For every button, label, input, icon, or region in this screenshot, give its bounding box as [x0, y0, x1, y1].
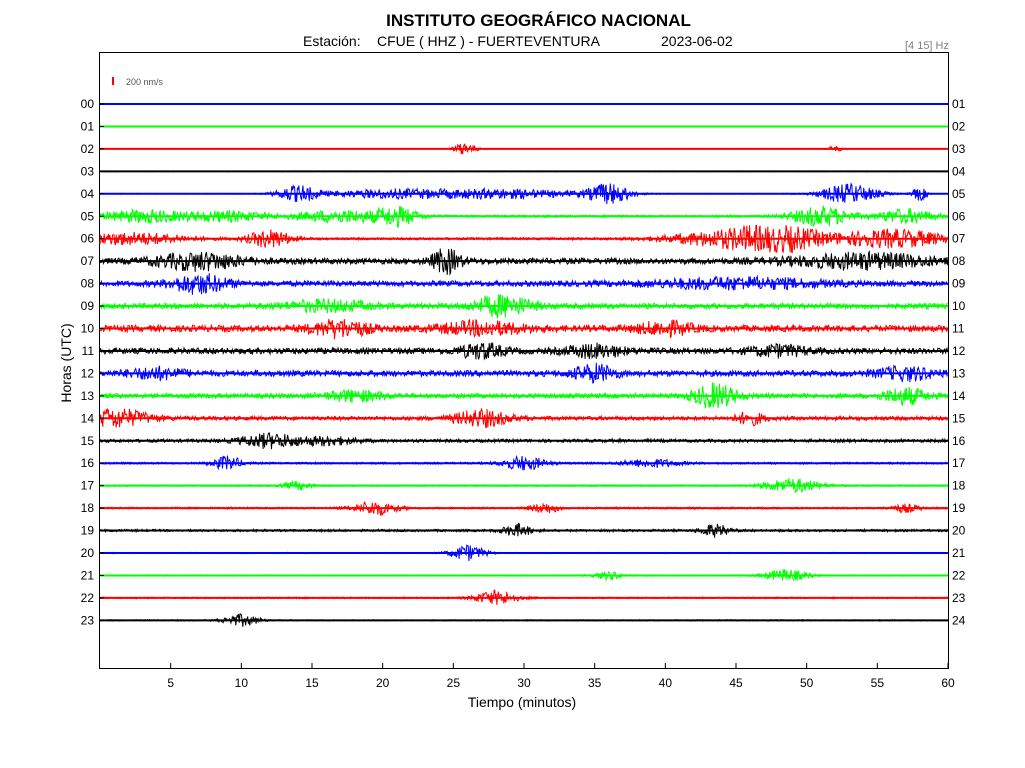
right-hour-label: 16: [952, 434, 966, 448]
station-name: CFUE ( HHZ ) - FUERTEVENTURA: [377, 33, 600, 49]
right-hour-label: 01: [952, 97, 966, 111]
plot-frame: [99, 52, 949, 669]
trace-group: [99, 103, 949, 627]
left-hour-label: 03: [81, 164, 95, 178]
y-axis-label: Horas (UTC): [58, 323, 74, 402]
left-hour-label: 17: [81, 479, 95, 493]
right-hour-label: 22: [952, 568, 966, 582]
x-tick-label: 25: [447, 676, 461, 690]
x-tick-label: 60: [941, 676, 955, 690]
left-hour-label: 13: [81, 389, 95, 403]
x-tick-label: 30: [517, 676, 531, 690]
x-tick-label: 10: [235, 676, 249, 690]
right-hour-label: 14: [952, 389, 966, 403]
left-hour-label: 06: [81, 232, 95, 246]
right-hour-label: 19: [952, 501, 966, 515]
left-hour-label: 08: [81, 277, 95, 291]
right-hour-label: 04: [952, 164, 966, 178]
x-tick-label: 5: [167, 676, 174, 690]
station-label: Estación:: [303, 33, 361, 49]
right-hour-label: 08: [952, 254, 966, 268]
left-hour-label: 14: [81, 411, 95, 425]
chart-date: 2023-06-02: [661, 33, 733, 49]
trace-07: [99, 248, 949, 276]
frequency-band: [4 15] Hz: [904, 40, 949, 52]
scale-bar: [112, 77, 114, 85]
left-hour-label: 16: [81, 456, 95, 470]
x-tick-label: 55: [871, 676, 885, 690]
x-tick-label: 35: [588, 676, 602, 690]
right-hour-label: 07: [952, 232, 966, 246]
right-hour-label: 06: [952, 209, 966, 223]
scale-label: 200 nm/s: [126, 77, 164, 87]
right-hour-label: 17: [952, 456, 966, 470]
left-hour-label: 02: [81, 142, 95, 156]
left-hour-label: 21: [81, 568, 95, 582]
right-hour-label: 10: [952, 299, 966, 313]
trace-11: [99, 342, 949, 361]
right-hour-label: 12: [952, 344, 966, 358]
left-hour-label: 04: [81, 187, 95, 201]
left-hour-label: 07: [81, 254, 95, 268]
right-hour-label: 05: [952, 187, 966, 201]
right-hour-label: 03: [952, 142, 966, 156]
left-hour-label: 11: [82, 344, 95, 358]
trace-06: [99, 224, 949, 254]
right-hour-label: 15: [952, 411, 966, 425]
left-hour-label: 10: [81, 322, 95, 336]
right-hour-label: 11: [952, 322, 965, 336]
left-hour-label: 12: [81, 366, 95, 380]
left-hour-label: 22: [81, 591, 95, 605]
x-tick-label: 50: [800, 676, 814, 690]
left-hour-label: 19: [81, 524, 95, 538]
left-hour-label: 23: [81, 613, 95, 627]
chart-title: INSTITUTO GEOGRÁFICO NACIONAL: [386, 11, 691, 30]
x-tick-label: 15: [305, 676, 319, 690]
x-axis-label: Tiempo (minutos): [468, 694, 576, 710]
label-group: 00 01 02 03 04 05 06 07 08 09 10 11 12 13 14 15 16 17 18 19…: [81, 97, 966, 690]
left-hour-label: 00: [81, 97, 95, 111]
left-hour-label: 20: [81, 546, 95, 560]
left-hour-label: 05: [81, 209, 95, 223]
right-hour-label: 24: [952, 613, 966, 627]
x-tick-label: 45: [729, 676, 743, 690]
right-hour-label: 20: [952, 524, 966, 538]
x-tick-label: 20: [376, 676, 390, 690]
right-hour-label: 13: [952, 366, 966, 380]
right-hour-label: 23: [952, 591, 966, 605]
right-hour-label: 18: [952, 479, 966, 493]
left-hour-label: 01: [81, 119, 95, 133]
left-hour-label: 09: [81, 299, 95, 313]
left-hour-label: 15: [81, 434, 95, 448]
right-hour-label: 09: [952, 277, 966, 291]
right-hour-label: 21: [952, 546, 966, 560]
left-hour-label: 18: [81, 501, 95, 515]
right-hour-label: 02: [952, 119, 966, 133]
x-tick-label: 40: [659, 676, 673, 690]
